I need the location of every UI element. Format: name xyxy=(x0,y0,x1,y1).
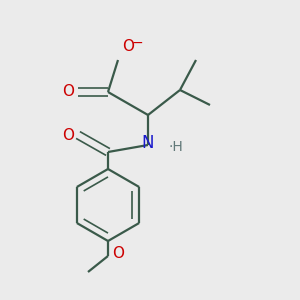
Text: ·H: ·H xyxy=(168,140,183,154)
Text: O: O xyxy=(62,128,74,142)
Text: O: O xyxy=(112,247,124,262)
Text: O: O xyxy=(62,85,74,100)
Text: −: − xyxy=(132,36,144,50)
Text: N: N xyxy=(142,134,154,152)
Text: O: O xyxy=(122,39,134,54)
